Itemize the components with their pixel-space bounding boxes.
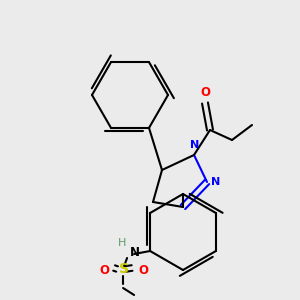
Text: H: H xyxy=(118,238,126,248)
Text: O: O xyxy=(138,263,148,277)
Text: O: O xyxy=(200,86,210,99)
Text: N: N xyxy=(211,177,220,187)
Text: N: N xyxy=(190,140,200,150)
Text: N: N xyxy=(130,247,140,260)
Text: O: O xyxy=(99,263,109,277)
Text: S: S xyxy=(119,262,129,276)
